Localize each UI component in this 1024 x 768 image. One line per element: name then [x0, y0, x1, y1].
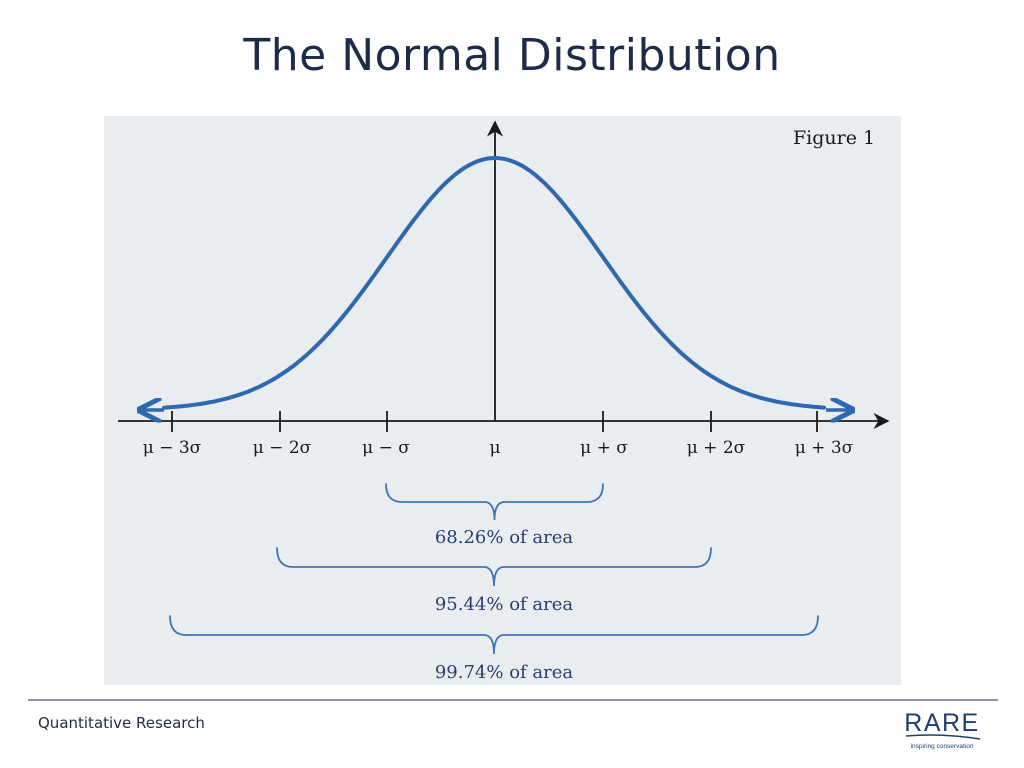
brace-68-percent [385, 483, 604, 521]
tick-label-minus-1-sigma: μ − σ [362, 438, 410, 458]
slide-title: The Normal Distribution [243, 30, 781, 81]
brace-99-percent [169, 615, 819, 655]
bell-curve [162, 156, 826, 410]
footer-divider [28, 699, 998, 701]
normal-distribution-figure: Figure 1 μ − 3σ μ − 2σ μ − σ μ μ + [104, 116, 901, 685]
tick-label-plus-2-sigma: μ + 2σ [687, 438, 746, 458]
area-label-68: 68.26% of area [435, 527, 574, 548]
svg-text:RARE: RARE [904, 709, 979, 737]
footer-text: Quantitative Research [38, 714, 205, 732]
tick-label-plus-3-sigma: μ + 3σ [795, 438, 854, 458]
tick-label-minus-3-sigma: μ − 3σ [143, 438, 202, 458]
figure-label: Figure 1 [793, 127, 875, 149]
area-label-99: 99.74% of area [435, 662, 574, 683]
tick-label-plus-1-sigma: μ + σ [580, 438, 628, 458]
tick-label-minus-2-sigma: μ − 2σ [253, 438, 312, 458]
normal-distribution-diagram: Figure 1 μ − 3σ μ − 2σ μ − σ μ μ + [118, 120, 890, 683]
axis-ticks [171, 411, 818, 432]
area-label-95: 95.44% of area [435, 594, 574, 615]
svg-text:inspiring conservation: inspiring conservation [911, 743, 974, 750]
rare-logo: RARE inspiring conservation [896, 706, 988, 756]
brace-95-percent [276, 547, 712, 587]
tick-label-mu: μ [489, 438, 500, 458]
